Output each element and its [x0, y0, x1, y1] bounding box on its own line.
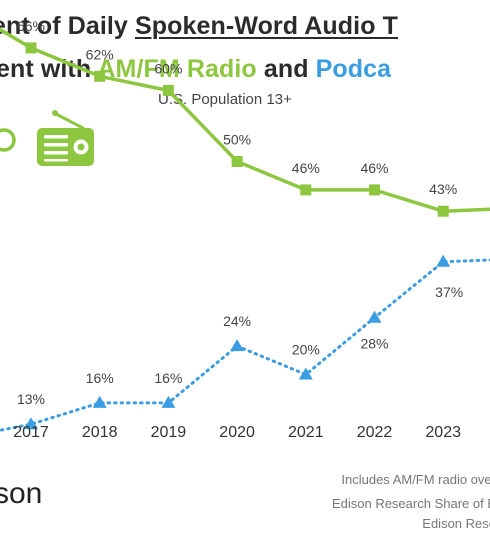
- podcast-data-label: 20%: [292, 342, 320, 358]
- podcast-point-marker: [24, 417, 38, 430]
- brand-logo-text: son: [0, 477, 43, 510]
- radio-data-label: 60%: [154, 61, 182, 77]
- podcast-point-marker: [436, 254, 451, 267]
- series-podcasts: 13% 16% 16% 24% 20% 28% 37%: [0, 254, 490, 432]
- title-text-and: and: [256, 55, 316, 83]
- x-tick-label: 2020: [219, 424, 255, 441]
- title-text-b: ent with: [0, 55, 98, 83]
- title-text-spoken-word: Spoken-Word Audio T: [135, 12, 398, 40]
- radio-point-marker: [231, 156, 243, 167]
- radio-data-label: 46%: [360, 160, 388, 176]
- radio-data-label: 62%: [86, 46, 114, 62]
- x-tick-label: 2017: [13, 424, 49, 441]
- podcast-series-line: [0, 258, 490, 432]
- podcast-point-marker: [367, 310, 382, 323]
- radio-data-label: 66%: [17, 18, 45, 34]
- title-text-podcasts: Podca: [315, 55, 392, 83]
- x-tick-label: 2023: [425, 424, 461, 441]
- radio-point-marker: [369, 184, 380, 196]
- x-tick-label: 2019: [151, 424, 187, 441]
- podcast-point-marker: [298, 367, 313, 380]
- decor-layer: [0, 110, 94, 166]
- podcast-data-label: 24%: [223, 313, 251, 329]
- radio-series-line: [0, 27, 490, 213]
- radio-point-marker: [300, 184, 312, 196]
- radio-data-label: 46%: [292, 160, 320, 176]
- podcast-data-label: 16%: [154, 370, 182, 386]
- footnote-3: Edison Rese: [422, 516, 490, 531]
- x-tick-label: 2022: [357, 424, 393, 441]
- x-axis: 2017 2018 2019 2020 2021 2022 2023: [13, 424, 461, 441]
- radio-point-marker: [437, 205, 449, 217]
- series-radio: 66% 62% 60% 50% 46% 46% 43%: [0, 18, 490, 217]
- partial-circle-icon: [0, 128, 16, 152]
- x-tick-label: 2021: [288, 424, 324, 441]
- podcast-point-marker: [230, 339, 245, 352]
- radio-icon: [37, 110, 94, 166]
- radio-point-marker: [25, 42, 37, 54]
- radio-point-marker: [94, 70, 106, 82]
- podcast-data-label: 16%: [86, 370, 114, 386]
- podcast-data-label: 13%: [17, 391, 45, 407]
- chart-title-line-1: ent of Daily Spoken-Word Audio T: [0, 12, 398, 41]
- radio-data-label: 50%: [223, 132, 251, 148]
- footnote-1: Includes AM/FM radio over: [341, 472, 490, 487]
- chart-subtitle: U.S. Population 13+: [158, 91, 292, 108]
- footnote-2: Edison Research Share of E: [331, 496, 490, 511]
- podcast-data-label: 28%: [360, 336, 388, 352]
- chart-title-line-2: ent with AM/FM Radio and Podca: [0, 55, 391, 84]
- title-text-radio: AM/FM Radio: [97, 55, 257, 83]
- podcast-data-label: 37%: [435, 284, 463, 300]
- radio-data-label: 43%: [429, 181, 457, 197]
- radio-point-marker: [162, 85, 174, 96]
- x-tick-label: 2018: [82, 424, 118, 441]
- podcast-point-marker: [92, 395, 107, 408]
- title-text-a: ent of Daily: [0, 12, 135, 40]
- podcast-point-marker: [161, 395, 176, 408]
